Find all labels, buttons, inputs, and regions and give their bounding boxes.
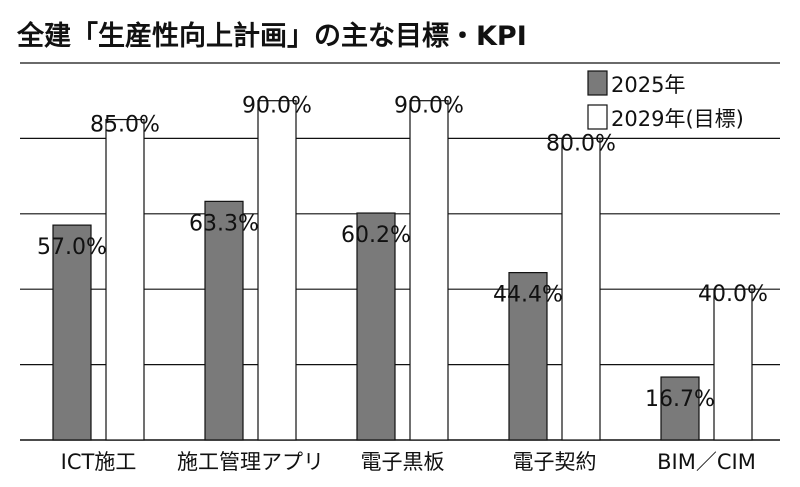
bar-2029 xyxy=(713,288,753,441)
bar-2029 xyxy=(409,100,449,441)
bar-2025 xyxy=(660,376,700,441)
category-label: ICT施工 xyxy=(61,450,137,474)
legend-label: 2025年 xyxy=(611,73,685,97)
bar-2025 xyxy=(204,200,244,441)
bar-2025 xyxy=(52,224,92,441)
data-label: 60.2% xyxy=(341,223,411,248)
data-label: 16.7% xyxy=(645,387,715,412)
bar-2029 xyxy=(561,137,601,441)
category-label: 電子黒板 xyxy=(361,450,445,474)
bar-2029 xyxy=(257,100,297,441)
category-label: 電子契約 xyxy=(513,450,597,474)
legend-label: 2029年(目標) xyxy=(611,107,744,131)
data-label: 85.0% xyxy=(90,113,160,138)
data-label: 57.0% xyxy=(37,235,107,260)
data-label: 63.3% xyxy=(189,211,259,236)
data-label: 90.0% xyxy=(242,94,312,119)
data-label: 40.0% xyxy=(698,282,768,307)
legend-swatch xyxy=(587,70,608,96)
chart-title: 全建「生産性向上計画」の主な目標・KPI xyxy=(17,21,527,52)
bar-2029 xyxy=(105,118,145,441)
bar-2025 xyxy=(508,272,548,441)
category-label: 施工管理アプリ xyxy=(177,450,324,474)
legend-swatch xyxy=(587,104,608,130)
category-label: BIM／CIM xyxy=(657,450,756,474)
data-label: 80.0% xyxy=(546,131,616,156)
bar-2025 xyxy=(356,212,396,441)
data-label: 90.0% xyxy=(394,94,464,119)
data-label: 44.4% xyxy=(493,283,563,308)
